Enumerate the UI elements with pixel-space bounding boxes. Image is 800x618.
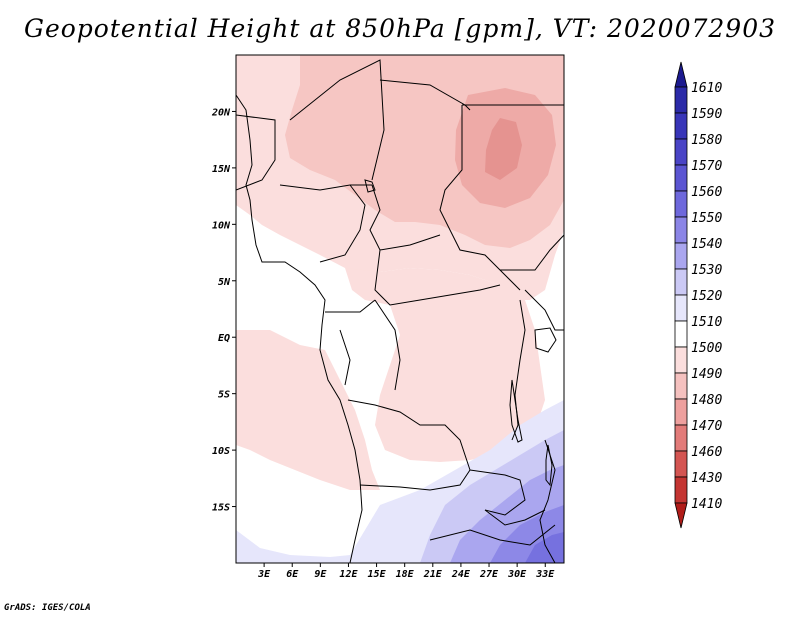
lat-tick-label: 15N <box>212 164 231 175</box>
lon-tick-label: 30E <box>507 569 527 580</box>
colorbar-swatch <box>674 320 688 348</box>
border-car <box>374 249 501 306</box>
colorbar-label: 1610 <box>691 81 722 96</box>
lat-tick-label: 5S <box>218 390 230 401</box>
colorbar-swatch <box>674 424 688 452</box>
chart-title: Geopotential Height at 850hPa [gpm], VT:… <box>23 14 777 43</box>
lat-tick-label: 10N <box>212 220 231 231</box>
border-drc-angola <box>347 399 471 471</box>
lake-tanganyika <box>509 379 523 443</box>
colorbar-swatch <box>674 164 688 192</box>
longitude-axis: 3E 6E 9E 12E 15E 18E 21E 24E 27E 30E 33E <box>257 563 555 580</box>
border-zambia <box>469 469 526 516</box>
border-chad-south <box>369 184 441 251</box>
lon-tick-label: 3E <box>257 569 271 580</box>
border-zambia-zimbabwe <box>484 509 546 526</box>
colorbar-swatch <box>674 190 688 218</box>
border-south-sudan-east <box>500 234 564 271</box>
coastline-west-africa <box>236 94 363 563</box>
lon-tick-label: 21E <box>423 569 443 580</box>
colorbar-label: 1410 <box>691 497 722 512</box>
colorbar-label: 1570 <box>691 159 722 174</box>
colorbar-label: 1590 <box>691 107 722 122</box>
colorbar-label: 1430 <box>691 471 722 486</box>
border-gabon-congo <box>339 329 351 386</box>
lon-tick-label: 6E <box>286 569 299 580</box>
field-1550 <box>525 532 564 563</box>
country-borders <box>236 59 564 563</box>
lat-tick-label: 5N <box>218 277 231 288</box>
colorbar-label: 1530 <box>691 263 722 278</box>
lon-tick-label: 27E <box>479 569 499 580</box>
colorbar-swatch <box>674 450 688 478</box>
border-niger-nigeria <box>279 184 372 191</box>
colorbar-swatch <box>674 372 688 400</box>
colorbar-label: 1540 <box>691 237 722 252</box>
lat-tick-label: 10S <box>212 446 230 457</box>
colorbar-label: 1460 <box>691 445 722 460</box>
colorbar-label: 1560 <box>691 185 722 200</box>
border-libya-sudan <box>379 79 471 111</box>
colorbar-swatch <box>674 216 688 244</box>
colorbar-top-arrow <box>674 61 688 88</box>
border-congo-drc <box>374 299 401 391</box>
lon-tick-label: 9E <box>314 569 327 580</box>
colorbar-label: 1470 <box>691 419 722 434</box>
colorbar-swatch <box>674 268 688 296</box>
lat-tick-label: 15S <box>212 503 230 514</box>
lon-tick-label: 15E <box>368 569 387 580</box>
colorbar-swatch <box>674 242 688 270</box>
lat-tick-label: 20N <box>211 107 231 118</box>
field-1470 <box>485 118 522 180</box>
lon-tick-label: 12E <box>339 569 358 580</box>
border-north-2 <box>236 114 276 191</box>
colorbar-label: 1500 <box>691 341 722 356</box>
colorbar-swatch <box>674 398 688 426</box>
field-1500-central <box>345 268 545 462</box>
latitude-axis: 20N 15N 10N 5N EQ 5S 10S 15S <box>211 107 236 514</box>
colorbar-swatch <box>674 476 688 504</box>
border-north-1 <box>289 59 385 181</box>
border-angola-namibia <box>359 469 471 491</box>
colorbar-swatch <box>674 294 688 322</box>
border-cameroon-congo <box>325 299 376 313</box>
field-1500-southwest <box>236 330 380 490</box>
border-chad-sudan <box>439 105 521 291</box>
lake-victoria <box>534 327 557 353</box>
colorbar-label: 1510 <box>691 315 722 330</box>
colorbar-label: 1520 <box>691 289 722 304</box>
lon-tick-label: 18E <box>396 569 415 580</box>
lon-tick-label: 33E <box>535 569 555 580</box>
lon-tick-label: 24E <box>451 569 471 580</box>
colorbar-swatch <box>674 346 688 374</box>
border-southern <box>429 524 556 546</box>
colorbar-label: 1550 <box>691 211 722 226</box>
grads-credit: GrADS: IGES/COLA <box>4 603 91 613</box>
colorbar-swatch <box>674 112 688 140</box>
border-nigeria-cameroon <box>319 184 366 263</box>
map-frame <box>235 54 565 564</box>
lakes <box>364 179 557 487</box>
lake-malawi <box>545 444 553 487</box>
colorbar-swatch <box>674 138 688 166</box>
colorbar-label: 1580 <box>691 133 722 148</box>
border-east-africa <box>524 289 564 331</box>
border-mozambique <box>539 439 556 563</box>
colorbar-swatch <box>674 86 688 114</box>
colorbar: 1610 1590 1580 1570 1560 1550 1540 1530 1520 1510… <box>674 61 722 529</box>
map-panel <box>236 55 564 563</box>
lat-tick-label: EQ <box>218 333 230 344</box>
lake-chad <box>364 179 376 193</box>
colorbar-bottom-arrow <box>674 502 688 529</box>
colorbar-label: 1490 <box>691 367 722 382</box>
colorbar-label: 1480 <box>691 393 722 408</box>
border-drc-east <box>511 299 526 441</box>
